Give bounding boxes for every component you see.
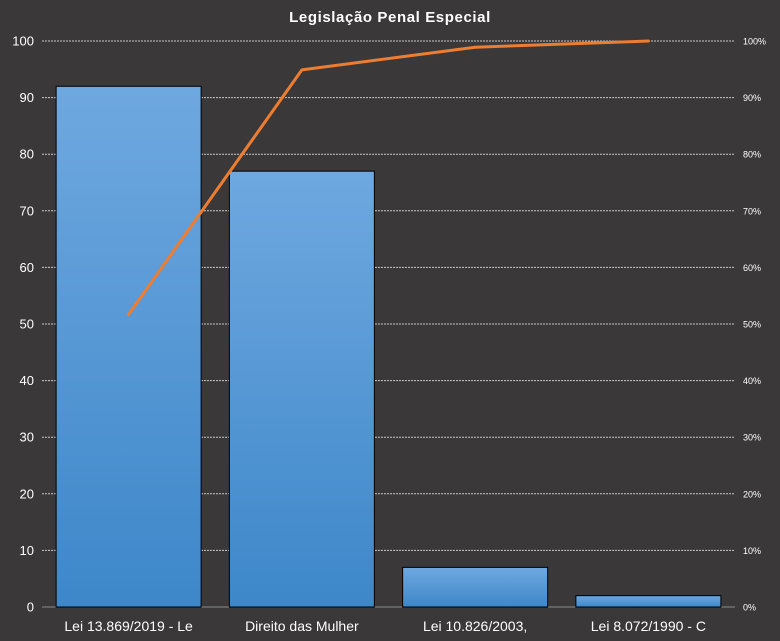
y-axis: 0 10 20 30 40 50 60 70 80 90 100 (12, 34, 34, 615)
y-tick-label: 80 (20, 147, 34, 162)
y2-tick-label: 100% (743, 37, 766, 47)
x-tick-label: Lei 13.869/2019 - Le (64, 618, 193, 634)
bar (575, 595, 722, 608)
y-tick-label: 10 (20, 543, 34, 558)
cumulative-percent-line (127, 39, 650, 316)
y-tick-label: 30 (20, 430, 34, 445)
x-tick-label: Direito das Mulher (245, 618, 359, 634)
y2-tick-label: 80% (743, 150, 761, 160)
cumulative-line (127, 39, 650, 316)
y2-tick-label: 50% (743, 320, 761, 330)
bars (55, 85, 722, 608)
bar (55, 85, 202, 608)
bar (402, 566, 549, 608)
y-tick-label: 100 (12, 34, 34, 49)
y-tick-label: 60 (20, 260, 34, 275)
x-tick-label: Lei 8.072/1990 - C (591, 618, 706, 634)
y-tick-label: 50 (20, 317, 34, 332)
y2-tick-label: 60% (743, 263, 761, 273)
x-axis: Lei 13.869/2019 - Le Direito das Mulher Le… (64, 618, 706, 634)
y-tick-label: 20 (20, 486, 34, 501)
y-tick-label: 40 (20, 373, 34, 388)
chart-title: Legislação Penal Especial (289, 9, 491, 26)
y2-tick-label: 10% (743, 546, 761, 556)
y-tick-label: 90 (20, 90, 34, 105)
bar (228, 170, 375, 608)
y2-tick-label: 40% (743, 376, 761, 386)
y-tick-label: 0 (27, 600, 34, 615)
y2-tick-label: 70% (743, 206, 761, 216)
y-tick-label: 70 (20, 203, 34, 218)
x-tick-label: Lei 10.826/2003, (423, 618, 527, 634)
y2-tick-label: 0% (743, 603, 756, 613)
y2-tick-label: 90% (743, 93, 761, 103)
y2-tick-label: 20% (743, 489, 761, 499)
y2-tick-label: 30% (743, 433, 761, 443)
y2-axis: 0% 10% 20% 30% 40% 50% 60% 70% 80% 90% 100% (743, 37, 766, 613)
